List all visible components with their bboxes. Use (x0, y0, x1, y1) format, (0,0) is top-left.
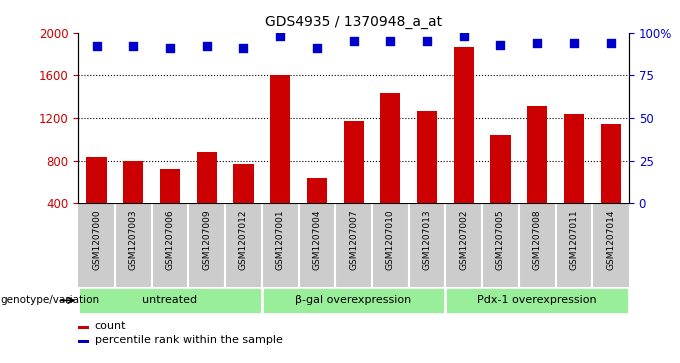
Text: GSM1207003: GSM1207003 (129, 209, 138, 270)
Text: GSM1207011: GSM1207011 (569, 209, 579, 270)
Bar (564, 114, 584, 203)
Bar (123, 160, 143, 203)
Bar (233, 164, 254, 203)
Bar (160, 169, 180, 203)
Text: GSM1207004: GSM1207004 (312, 209, 322, 270)
Title: GDS4935 / 1370948_a_at: GDS4935 / 1370948_a_at (265, 15, 442, 29)
Point (422, 38, 432, 44)
Bar (445, 287, 629, 314)
Point (128, 44, 139, 49)
Bar (86, 158, 107, 203)
Text: GSM1207007: GSM1207007 (349, 209, 358, 270)
Text: GSM1207014: GSM1207014 (606, 209, 615, 270)
Point (165, 45, 175, 51)
Text: GSM1207001: GSM1207001 (275, 209, 285, 270)
Text: genotype/variation: genotype/variation (0, 295, 99, 305)
Point (605, 40, 616, 46)
Text: GSM1207008: GSM1207008 (532, 209, 542, 270)
Text: count: count (95, 321, 126, 331)
Point (275, 33, 286, 39)
Point (348, 38, 359, 44)
Point (385, 38, 396, 44)
Bar (454, 46, 474, 203)
Bar (307, 178, 327, 203)
Point (532, 40, 543, 46)
Point (311, 45, 322, 51)
Bar (490, 135, 511, 203)
Text: GSM1207009: GSM1207009 (202, 209, 211, 270)
Bar (380, 93, 401, 203)
Text: GSM1207000: GSM1207000 (92, 209, 101, 270)
Bar (600, 125, 621, 203)
Text: percentile rank within the sample: percentile rank within the sample (95, 335, 283, 344)
Text: Pdx-1 overexpression: Pdx-1 overexpression (477, 295, 597, 305)
Bar (78, 326, 89, 329)
Text: GSM1207010: GSM1207010 (386, 209, 395, 270)
Text: GSM1207006: GSM1207006 (165, 209, 175, 270)
Text: GSM1207002: GSM1207002 (459, 209, 469, 270)
Point (238, 45, 249, 51)
Bar (78, 340, 89, 343)
Point (568, 40, 579, 46)
Point (91, 44, 102, 49)
Point (201, 44, 212, 49)
Point (495, 42, 506, 48)
Point (458, 33, 469, 39)
Text: GSM1207012: GSM1207012 (239, 209, 248, 270)
Bar (270, 75, 290, 203)
Text: untreated: untreated (142, 295, 198, 305)
Text: GSM1207013: GSM1207013 (422, 209, 432, 270)
Bar (527, 106, 547, 203)
Bar (262, 287, 445, 314)
Bar (417, 110, 437, 203)
Bar (197, 152, 217, 203)
Bar (78, 287, 262, 314)
Text: GSM1207005: GSM1207005 (496, 209, 505, 270)
Text: β-gal overexpression: β-gal overexpression (296, 295, 411, 305)
Bar (343, 121, 364, 203)
